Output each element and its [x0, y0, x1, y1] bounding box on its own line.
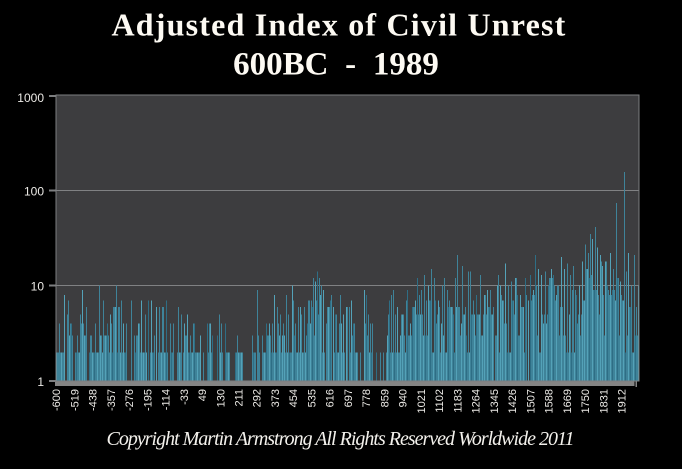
svg-text:10: 10	[31, 280, 45, 294]
svg-text:-600: -600	[51, 389, 63, 411]
svg-text:-195: -195	[142, 389, 154, 411]
svg-text:-438: -438	[88, 389, 100, 411]
svg-text:-33: -33	[179, 389, 191, 405]
svg-text:1: 1	[37, 375, 44, 389]
svg-text:-357: -357	[106, 389, 118, 411]
svg-text:535: 535	[307, 389, 319, 407]
svg-text:-114: -114	[161, 389, 173, 410]
svg-text:1426: 1426	[507, 389, 519, 413]
svg-text:49: 49	[197, 389, 209, 401]
svg-text:1183: 1183	[452, 389, 464, 413]
svg-text:697: 697	[343, 389, 355, 407]
svg-text:211: 211	[234, 389, 246, 407]
svg-text:454: 454	[288, 389, 300, 407]
svg-text:859: 859	[379, 389, 391, 407]
svg-text:1750: 1750	[580, 389, 592, 413]
svg-text:600BC - 1989: 600BC - 1989	[233, 47, 439, 83]
svg-text:1831: 1831	[598, 389, 610, 413]
svg-text:778: 778	[361, 389, 373, 407]
svg-text:-276: -276	[124, 389, 136, 411]
svg-text:373: 373	[270, 389, 282, 407]
svg-text:1264: 1264	[471, 389, 483, 413]
svg-text:1669: 1669	[562, 389, 574, 413]
svg-text:1102: 1102	[434, 389, 446, 413]
svg-text:1021: 1021	[416, 389, 428, 413]
svg-text:616: 616	[325, 389, 337, 407]
svg-text:100: 100	[24, 185, 44, 199]
svg-text:Adjusted Index of Civil Unrest: Adjusted Index of Civil Unrest	[112, 7, 567, 43]
svg-text:Copyright Martin Armstrong All: Copyright Martin Armstrong All Rights Re…	[107, 428, 574, 450]
svg-text:130: 130	[215, 389, 227, 407]
svg-text:-519: -519	[69, 389, 81, 411]
svg-text:292: 292	[252, 389, 264, 407]
svg-text:1912: 1912	[617, 389, 629, 413]
svg-text:1000: 1000	[17, 91, 44, 105]
svg-text:1345: 1345	[489, 389, 501, 413]
svg-text:940: 940	[398, 389, 410, 407]
svg-text:1507: 1507	[525, 389, 537, 413]
svg-text:1588: 1588	[544, 389, 556, 413]
